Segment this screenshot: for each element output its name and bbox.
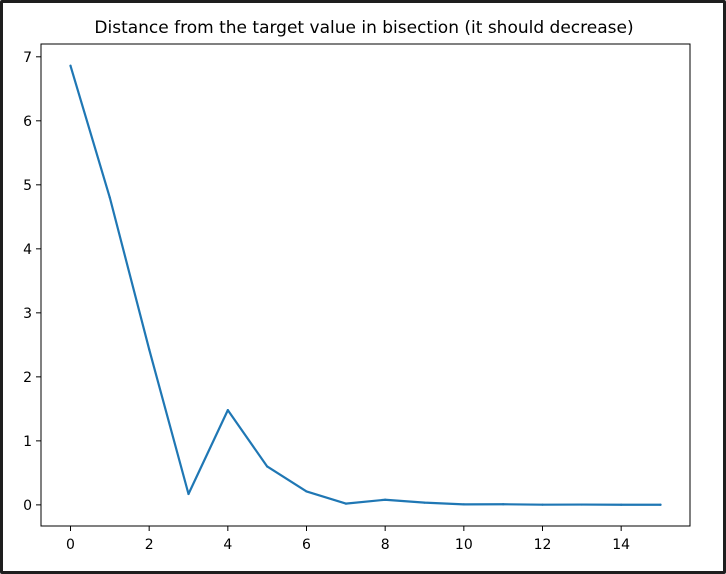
y-tick-label: 1 xyxy=(23,434,32,450)
data-point xyxy=(226,409,229,412)
y-tick-label: 4 xyxy=(23,242,32,258)
data-point xyxy=(580,503,583,506)
x-tick-label: 6 xyxy=(302,537,311,553)
y-tick-label: 2 xyxy=(23,370,32,386)
data-point xyxy=(502,503,505,506)
data-point xyxy=(462,503,465,506)
data-point xyxy=(69,64,72,67)
data-point xyxy=(305,490,308,493)
plot-area xyxy=(40,43,691,527)
y-tick-label: 3 xyxy=(23,306,32,322)
data-point xyxy=(541,503,544,506)
data-point xyxy=(148,348,151,351)
data-point xyxy=(423,501,426,504)
series-layer xyxy=(69,64,662,506)
x-tick-label: 4 xyxy=(223,537,232,553)
x-tick-label: 0 xyxy=(66,537,75,553)
x-axis: 0 2 4 6 8 10 12 14 xyxy=(66,526,630,553)
x-tick-label: 8 xyxy=(381,537,390,553)
y-tick-label: 0 xyxy=(23,498,32,514)
data-point xyxy=(108,196,111,199)
data-point xyxy=(659,503,662,506)
data-point xyxy=(266,465,269,468)
chart-title: Distance from the target value in bisect… xyxy=(94,18,633,38)
y-tick-label: 6 xyxy=(23,114,32,130)
y-tick-label: 7 xyxy=(23,50,32,66)
x-tick-label: 2 xyxy=(145,537,154,553)
data-point xyxy=(187,492,190,496)
data-point xyxy=(620,503,623,506)
y-axis: 0 1 2 3 4 5 6 7 xyxy=(23,50,41,514)
data-point xyxy=(384,498,387,501)
y-tick-label: 5 xyxy=(23,178,32,194)
x-tick-label: 10 xyxy=(455,537,473,553)
x-tick-label: 12 xyxy=(534,537,552,553)
data-point xyxy=(344,502,347,505)
x-tick-label: 14 xyxy=(612,537,630,553)
series-line xyxy=(69,64,662,506)
